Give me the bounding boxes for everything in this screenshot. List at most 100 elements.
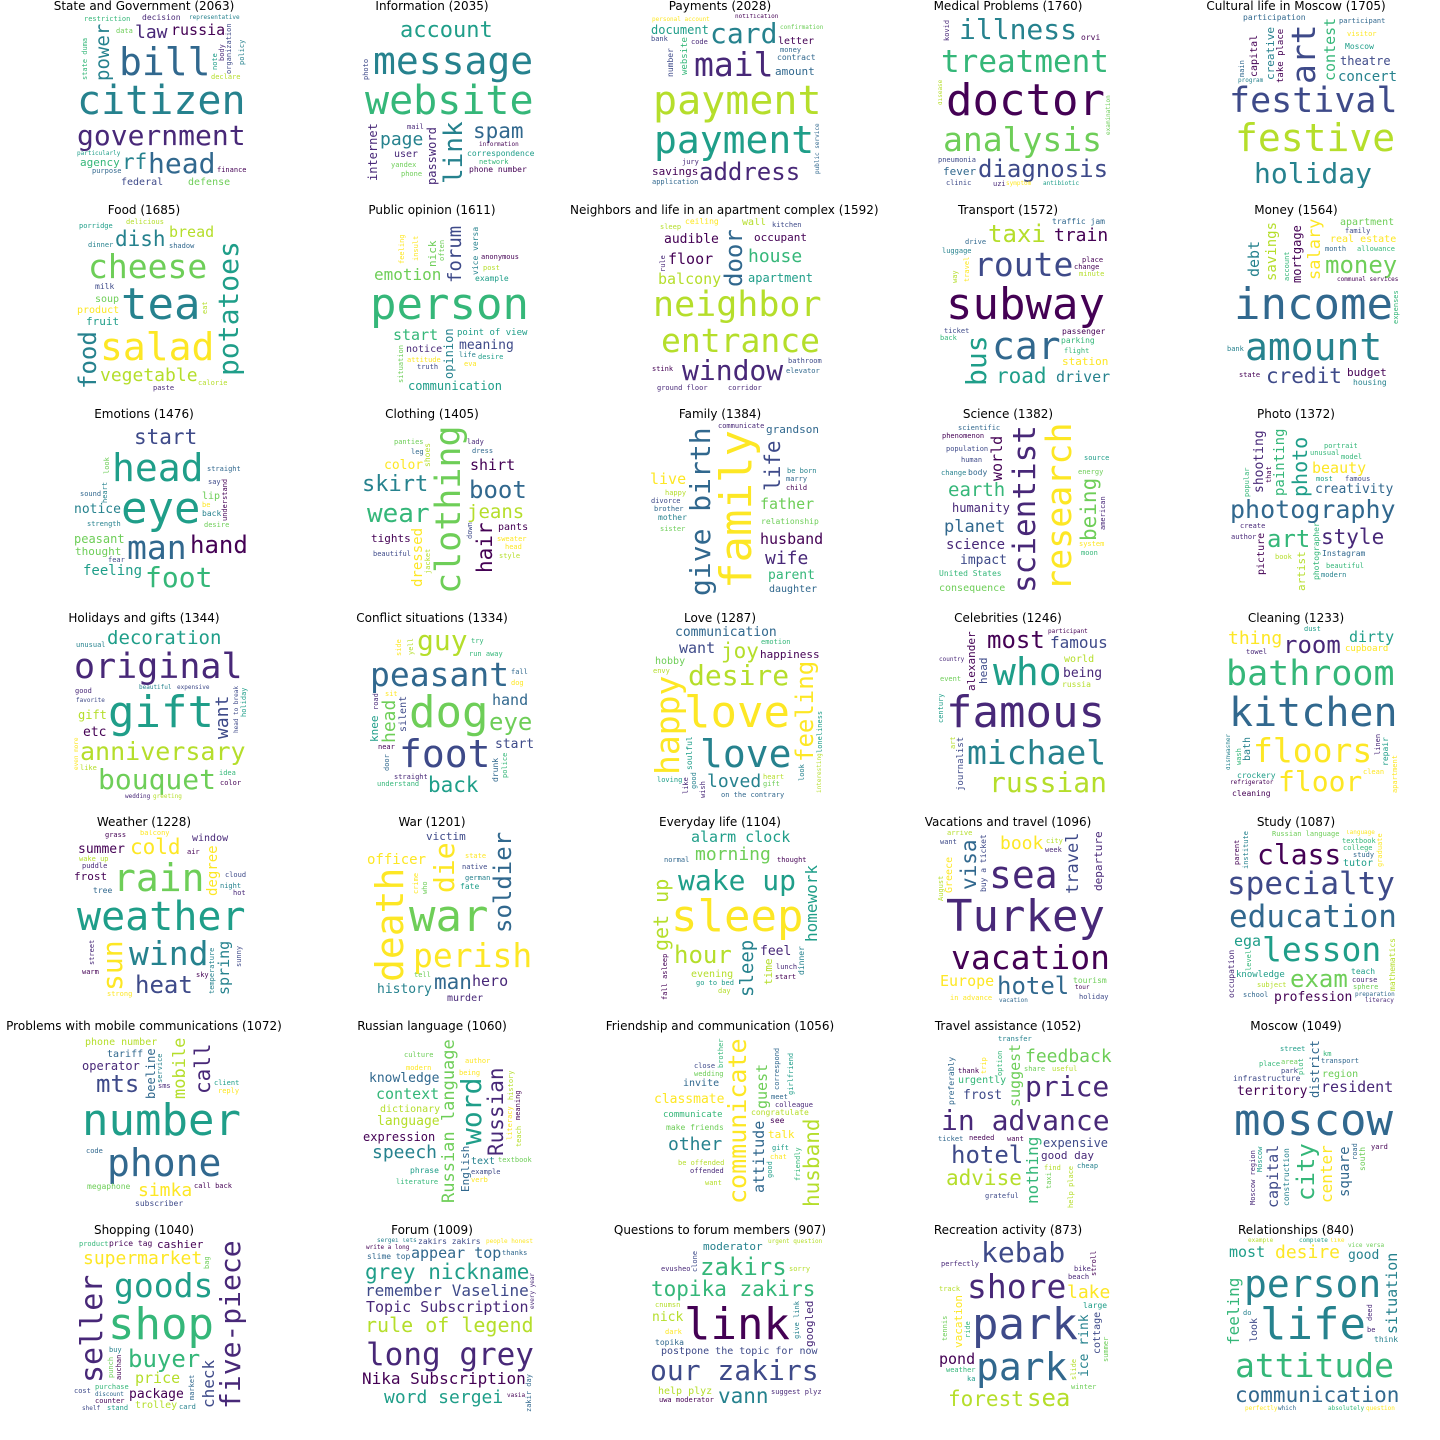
cloud-word: journalist	[956, 736, 966, 791]
cloud-word: head	[379, 699, 400, 743]
cloud-word: consequence	[939, 583, 1006, 594]
cloud-word: want	[1007, 1135, 1024, 1143]
cloud-word: trip	[980, 1057, 988, 1074]
cloud-word: shadow	[169, 242, 195, 250]
cloud-word: lake	[1067, 1282, 1111, 1303]
cloud-word: door	[720, 229, 748, 287]
cloud-word: mobile	[170, 1037, 190, 1099]
cloud-word: paste	[153, 384, 175, 392]
cloud-word: being	[1077, 477, 1101, 541]
cloud-word: grass	[105, 831, 127, 839]
cloud-word: anniversary	[80, 737, 246, 766]
cloud-word: sleep	[736, 939, 758, 997]
cloud-word: often	[438, 239, 446, 261]
cloud-word: resident	[1321, 1078, 1394, 1096]
cloud-word: potatoes	[212, 241, 245, 376]
cloud-word: megaphone	[87, 1182, 131, 1191]
cloud-word: heat	[135, 971, 193, 999]
panel-title: Russian language (1060)	[357, 1019, 507, 1033]
cloud-word: Moscow region	[1249, 1150, 1257, 1205]
cloud-word: lady	[467, 438, 484, 446]
cloud-word: particularly	[77, 150, 121, 157]
wordcloud-panel: Love (1287) love love happy desire feeling joy…	[600, 612, 840, 816]
cloud-word: dog	[409, 687, 489, 738]
cloud-word: hotel	[951, 1141, 1024, 1169]
cloud-word: park	[976, 1345, 1068, 1389]
panel-title: Payments (2028)	[668, 0, 772, 13]
cloud-word: chat	[770, 1153, 787, 1161]
cloud-word: unusual	[76, 641, 106, 649]
cloud-word: website	[365, 78, 534, 124]
wordcloud-panel: Emotions (1476) eye head man foot hand start fe…	[24, 408, 264, 612]
cloud-word: textbook	[498, 1156, 532, 1164]
cloud-word: yell	[407, 638, 415, 655]
cloud-word: state	[465, 852, 487, 860]
cloud-word: money	[780, 46, 802, 54]
cloud-word: go to bed	[696, 979, 734, 987]
cloud-word: jeans	[467, 501, 525, 523]
cloud-word: evusheo	[661, 1265, 691, 1273]
cloud-word: daughter	[769, 584, 818, 595]
word-cloud: number phone beeline mobile mts call simka oper…	[74, 1034, 248, 1208]
word-cloud: shop seller goods five-piece buyer check super…	[74, 1238, 248, 1412]
panel-title: State and Government (2063)	[53, 0, 235, 13]
cloud-word: message	[373, 39, 534, 83]
wordcloud-panel: Study (1087) education specialty lesson clas…	[1176, 816, 1416, 1020]
cloud-word: give link	[793, 1301, 801, 1339]
cloud-word: humanity	[952, 501, 1010, 515]
cloud-word: fever	[943, 165, 977, 178]
cloud-word: doctor	[946, 75, 1105, 126]
cloud-word: occupation	[1227, 949, 1236, 998]
cloud-word: like	[682, 777, 690, 794]
cloud-word: territory	[1237, 1084, 1308, 1099]
cloud-word: moon	[1081, 549, 1098, 557]
cloud-word: credit	[1266, 364, 1342, 388]
cloud-word: expenses	[1392, 290, 1400, 324]
cloud-word: example	[471, 1168, 501, 1176]
cloud-word: loneliness	[816, 710, 824, 753]
word-cloud: photography photographer photo creativity ar…	[1226, 422, 1400, 596]
cloud-word: thanks	[502, 1249, 528, 1257]
panel-title: Cleaning (1233)	[1247, 611, 1345, 625]
cloud-word: mother	[658, 513, 687, 522]
cloud-word: russia	[1062, 680, 1091, 689]
cloud-word: participation	[1243, 14, 1306, 22]
cloud-word: century	[938, 693, 945, 723]
cloud-word: calorie	[198, 379, 228, 387]
cloud-word: confirmation	[780, 24, 824, 31]
cloud-word: data	[116, 27, 133, 35]
word-cloud: neighbor door entrance window balcony apartme…	[650, 218, 824, 392]
cloud-word: kovid	[943, 19, 951, 41]
panel-title: Family (1384)	[678, 407, 762, 421]
cloud-word: wedding	[125, 793, 151, 800]
cloud-word: source	[1084, 454, 1110, 462]
cloud-word: situation	[1383, 1252, 1400, 1334]
cloud-word: puddle	[82, 862, 108, 870]
cloud-word: question	[1366, 1405, 1395, 1412]
cloud-word: girlfriend	[787, 1052, 795, 1095]
cloud-word: sphere	[1353, 983, 1379, 991]
cloud-word: anonymous	[481, 253, 519, 261]
wordcloud-panel: Shopping (1040) shop seller goods five-piece…	[24, 1224, 264, 1428]
cloud-word: love	[700, 732, 792, 776]
cloud-word: be offended	[678, 1159, 725, 1167]
wordcloud-panel: Holidays and gifts (1344) gift original ann…	[24, 612, 264, 816]
cloud-word: greeting	[153, 793, 182, 800]
cloud-word: in advance	[950, 994, 993, 1002]
cloud-word: life	[1260, 1299, 1366, 1350]
cloud-word: art	[949, 736, 957, 749]
cloud-word: country	[939, 656, 965, 663]
cloud-word: disease	[938, 79, 944, 105]
cloud-word: famous	[1050, 633, 1108, 652]
cloud-word: call	[191, 1043, 215, 1094]
wordcloud-panel: Photo (1372) photography photographer photo…	[1176, 408, 1416, 612]
cloud-word: kitchen	[772, 221, 802, 229]
cloud-word: good	[1348, 1248, 1380, 1263]
cloud-word: grateful	[985, 1192, 1019, 1200]
cloud-word: grey nickname	[365, 1260, 530, 1284]
panel-title: Weather (1228)	[96, 815, 192, 829]
cloud-word: pond	[939, 1350, 976, 1368]
cloud-word: road	[996, 364, 1047, 388]
cloud-word: dictionary	[380, 1104, 441, 1115]
